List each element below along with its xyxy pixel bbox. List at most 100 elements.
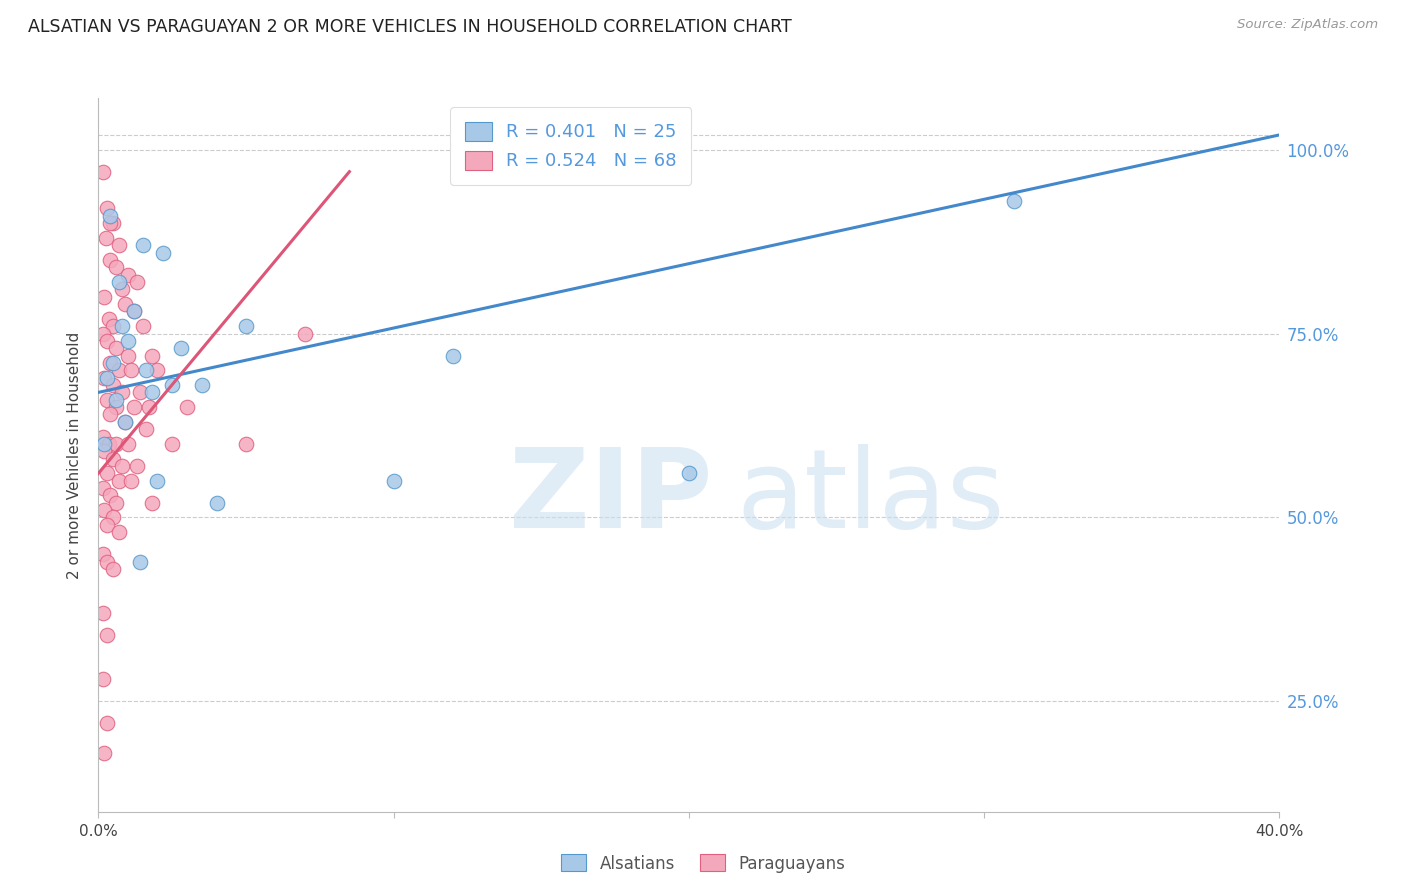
Point [91,164,114,178]
Point [132,238,155,252]
Point [146,474,169,488]
Point [122,304,145,318]
Point [114,415,136,429]
Point [1002,194,1025,208]
Point [108,238,131,252]
Point [135,422,157,436]
Point [111,458,134,473]
Point [141,385,163,400]
Point [141,496,163,510]
Point [96,392,118,407]
Point [98,216,121,230]
Text: Source: ZipAtlas.com: Source: ZipAtlas.com [1237,18,1378,31]
Point [98,209,121,223]
Point [91,606,114,620]
Point [152,245,174,260]
Point [382,474,405,488]
Point [108,363,131,377]
Point [93,503,115,517]
Point [128,385,150,400]
Point [94,231,117,245]
Legend: R = 0.401   N = 25, R = 0.524   N = 68: R = 0.401 N = 25, R = 0.524 N = 68 [450,107,692,185]
Legend: Alsatians, Paraguayans: Alsatians, Paraguayans [554,847,852,880]
Point [97,311,120,326]
Point [96,370,118,384]
Point [235,319,257,334]
Point [117,437,139,451]
Point [146,363,169,377]
Point [108,474,131,488]
Point [96,467,118,481]
Point [96,716,118,731]
Y-axis label: 2 or more Vehicles in Household: 2 or more Vehicles in Household [67,331,83,579]
Point [98,356,121,370]
Point [117,268,139,282]
Point [141,349,163,363]
Point [294,326,316,341]
Point [235,437,257,451]
Point [103,319,125,334]
Point [98,488,121,502]
Point [114,297,136,311]
Point [91,429,114,443]
Point [125,458,148,473]
Point [96,202,118,216]
Point [111,319,134,334]
Point [96,334,118,348]
Point [105,496,128,510]
Point [132,319,155,334]
Point [162,437,183,451]
Point [103,216,125,230]
Point [103,451,125,466]
Point [138,400,160,414]
Point [111,282,134,296]
Point [114,415,136,429]
Point [117,349,139,363]
Point [170,341,193,355]
Point [120,363,142,377]
Point [93,290,115,304]
Point [135,363,157,377]
Point [96,628,118,642]
Point [122,304,145,318]
Point [96,555,118,569]
Point [93,444,115,458]
Point [176,400,198,414]
Point [117,334,139,348]
Point [105,437,128,451]
Point [108,275,131,289]
Point [96,517,118,532]
Point [122,400,145,414]
Point [162,378,183,392]
Point [93,746,115,760]
Point [678,467,700,481]
Point [91,326,114,341]
Point [105,260,128,275]
Point [91,481,114,495]
Point [103,378,125,392]
Text: ALSATIAN VS PARAGUAYAN 2 OR MORE VEHICLES IN HOUSEHOLD CORRELATION CHART: ALSATIAN VS PARAGUAYAN 2 OR MORE VEHICLE… [28,18,792,36]
Text: ZIP: ZIP [509,444,713,551]
Point [91,673,114,687]
Point [98,408,121,422]
Point [103,510,125,524]
Point [205,496,228,510]
Point [97,437,120,451]
Text: atlas: atlas [737,444,1005,551]
Point [103,356,125,370]
Point [98,252,121,267]
Point [111,385,134,400]
Point [93,370,115,384]
Point [125,275,148,289]
Point [120,474,142,488]
Point [105,341,128,355]
Point [191,378,214,392]
Point [93,437,115,451]
Point [91,547,114,561]
Point [103,562,125,576]
Point [105,392,128,407]
Point [441,349,464,363]
Point [128,555,150,569]
Point [108,525,131,540]
Point [105,400,128,414]
